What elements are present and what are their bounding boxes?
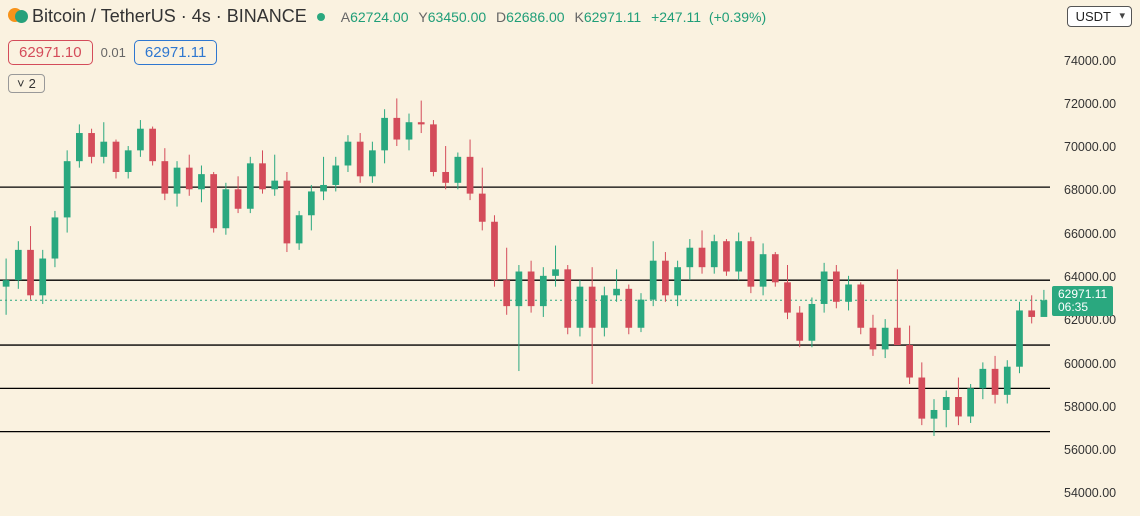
y-axis-label: 58000.00 [1064,400,1116,414]
symbol-title[interactable]: Bitcoin / TetherUS · 4s · BINANCE [32,6,307,27]
ohlc-d: 62686.00 [506,9,564,25]
price-flag-time: 06:35 [1058,301,1107,314]
ohlc-change: +247.11 [651,9,701,25]
y-axis-label: 74000.00 [1064,54,1116,68]
y-axis-label: 56000.00 [1064,443,1116,457]
currency-select[interactable]: USDT [1067,6,1132,27]
y-axis-label: 66000.00 [1064,227,1116,241]
y-axis-label: 64000.00 [1064,270,1116,284]
y-axis-label: 54000.00 [1064,486,1116,500]
chart-area[interactable]: 54000.0056000.0058000.0060000.0062000.00… [0,40,1140,516]
ohlc-k: 62971.11 [584,9,641,25]
y-axis-label: 68000.00 [1064,183,1116,197]
ohlc-a: 62724.00 [350,9,408,25]
candlestick-chart[interactable] [0,40,1140,516]
y-axis-label: 70000.00 [1064,140,1116,154]
current-price-flag: 62971.11 06:35 [1052,286,1113,316]
ohlc-change-pct: (+0.39%) [709,9,766,25]
chart-header: Bitcoin / TetherUS · 4s · BINANCE A62724… [8,6,1132,27]
pair-icon [8,8,26,26]
ohlc-y: 63450.00 [428,9,486,25]
ohlc-readout: A62724.00 Y63450.00 D62686.00 K62971.11 … [335,9,766,25]
y-axis-label: 72000.00 [1064,97,1116,111]
y-axis-label: 60000.00 [1064,357,1116,371]
status-dot [317,13,325,21]
